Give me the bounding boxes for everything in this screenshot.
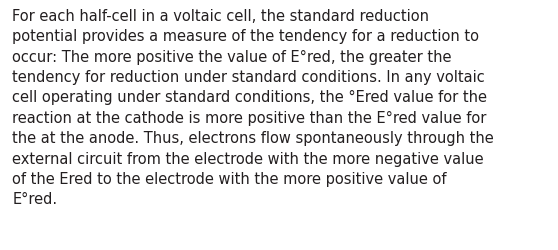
- Text: For each half-cell in a voltaic cell, the standard reduction
potential provides : For each half-cell in a voltaic cell, th…: [12, 9, 494, 207]
